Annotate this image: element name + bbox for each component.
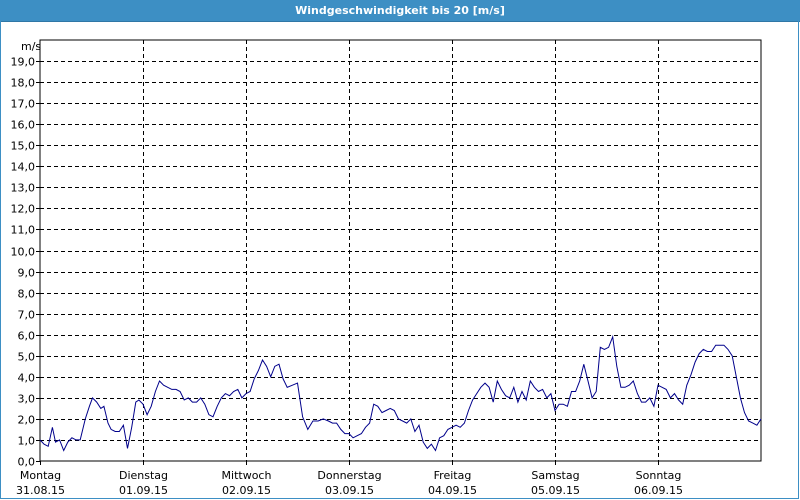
- y-axis-ticks: 0,0 1,0 2,0 3,0 4,0 5,0 6,0 7,0 8,0 9,0 10,0 11,0 12…: [11, 56, 40, 469]
- y-tick-label: 0,0: [18, 456, 36, 469]
- x-tick-date: 02.09.15: [222, 484, 271, 497]
- y-tick-label: 2,0: [18, 414, 36, 427]
- x-tick-date: 03.09.15: [325, 484, 374, 497]
- y-tick-label: 11,0: [11, 224, 36, 237]
- y-tick-label: 6,0: [18, 330, 36, 343]
- x-tick-date: 05.09.15: [531, 484, 580, 497]
- y-tick-label: 4,0: [18, 372, 36, 385]
- y-tick-label: 10,0: [11, 246, 36, 259]
- y-tick-label: 19,0: [11, 56, 36, 69]
- x-tick-day: Sonntag: [636, 469, 682, 482]
- y-tick-label: 5,0: [18, 351, 36, 364]
- series-group: [39, 334, 762, 452]
- x-tick-date: 04.09.15: [428, 484, 477, 497]
- y-tick-label: 18,0: [11, 77, 36, 90]
- x-axis-ticks: Montag 31.08.15 Dienstag 01.09.15 Mittwoch 02…: [16, 461, 683, 497]
- y-tick-label: 13,0: [11, 182, 36, 195]
- y-tick-label: 9,0: [18, 267, 36, 280]
- y-axis-label: m/s: [21, 40, 41, 53]
- x-tick-day: Samstag: [531, 469, 579, 482]
- series-line: [39, 334, 762, 452]
- x-tick-date: 01.09.15: [119, 484, 168, 497]
- chart-title: Windgeschwindigkeit bis 20 [m/s]: [0, 0, 800, 22]
- x-tick-day: Freitag: [434, 469, 472, 482]
- x-tick-date: 31.08.15: [16, 484, 65, 497]
- chart-frame: [0, 21, 799, 499]
- y-tick-label: 8,0: [18, 288, 36, 301]
- x-tick-day: Donnerstag: [317, 469, 381, 482]
- y-tick-label: 1,0: [18, 435, 36, 448]
- x-tick-day: Mittwoch: [222, 469, 272, 482]
- y-tick-label: 16,0: [11, 119, 36, 132]
- x-tick-date: 06.09.15: [634, 484, 683, 497]
- y-tick-label: 7,0: [18, 309, 36, 322]
- y-tick-label: 3,0: [18, 393, 36, 406]
- y-tick-label: 15,0: [11, 140, 36, 153]
- y-tick-label: 12,0: [11, 203, 36, 216]
- plot-area: [39, 39, 762, 462]
- x-tick-day: Dienstag: [119, 469, 168, 482]
- x-tick-day: Montag: [20, 469, 61, 482]
- y-tick-label: 14,0: [11, 161, 36, 174]
- y-tick-label: 17,0: [11, 98, 36, 111]
